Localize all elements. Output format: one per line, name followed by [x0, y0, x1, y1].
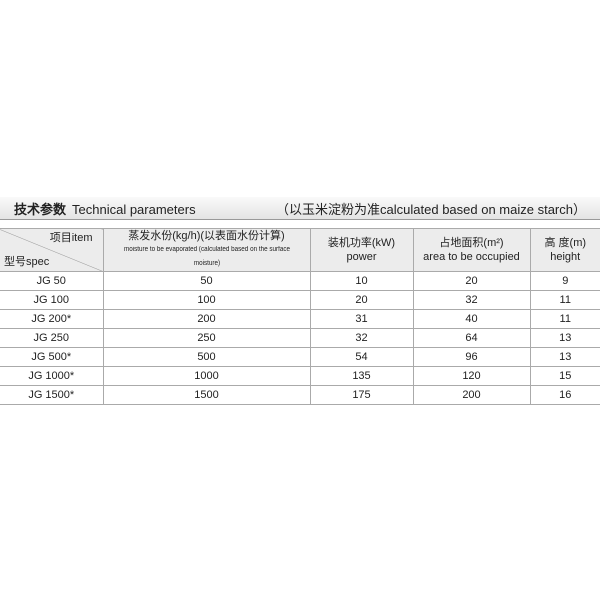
- table-row: JG 1500* 1500 175 200 16: [0, 385, 600, 405]
- table-cell: JG 1500*: [0, 385, 104, 405]
- table-cell: 135: [309, 366, 414, 386]
- table-cell: JG 1000*: [0, 366, 104, 386]
- table-cell: 96: [412, 347, 531, 367]
- section-note: （以玉米淀粉为准calculated based on maize starch…: [276, 201, 586, 217]
- table-cell: 100: [102, 290, 311, 310]
- section-title: 技术参数 Technical parameters: [14, 201, 196, 217]
- table-cell: 31: [309, 309, 414, 329]
- table-cell: 500: [102, 347, 311, 367]
- table-cell: 13: [529, 328, 600, 348]
- table-cell: JG 500*: [0, 347, 104, 367]
- table-cell: 54: [309, 347, 414, 367]
- table-cell: 16: [529, 385, 600, 405]
- table-cell: 40: [412, 309, 531, 329]
- table-cell: 15: [529, 366, 600, 386]
- table-cell: JG 200*: [0, 309, 104, 329]
- table-cell: 11: [529, 309, 600, 329]
- table-cell: 10: [309, 271, 414, 291]
- table-cell: 175: [309, 385, 414, 405]
- table-cell: 20: [412, 271, 531, 291]
- header-power: 装机功率(kW) power: [309, 228, 414, 272]
- table-cell: 11: [529, 290, 600, 310]
- table-cell: 32: [412, 290, 531, 310]
- table-cell: 13: [529, 347, 600, 367]
- table-row: JG 50 50 10 20 9: [0, 271, 600, 291]
- header-row: 项目item 型号spec 蒸发水份(kg/h)(以表面水份计算) moisture…: [0, 228, 600, 272]
- table-cell: 200: [412, 385, 531, 405]
- table-cell: 50: [102, 271, 311, 291]
- table-cell: 120: [412, 366, 531, 386]
- header-diagonal-cell: 项目item 型号spec: [0, 228, 104, 272]
- table-cell: 200: [102, 309, 311, 329]
- header-moisture: 蒸发水份(kg/h)(以表面水份计算) moisture to be evapor…: [102, 228, 311, 272]
- table-cell: 20: [309, 290, 414, 310]
- table-cell: 250: [102, 328, 311, 348]
- table-cell: 9: [529, 271, 600, 291]
- table-cell: JG 250: [0, 328, 104, 348]
- section-title-bar: 技术参数 Technical parameters （以玉米淀粉为准calcula…: [0, 197, 600, 220]
- table-cell: 1000: [102, 366, 311, 386]
- header-height: 高 度(m) height: [529, 228, 600, 272]
- header-area: 占地面积(m²) area to be occupied: [412, 228, 531, 272]
- table-row: JG 250 250 32 64 13: [0, 328, 600, 348]
- table-cell: JG 100: [0, 290, 104, 310]
- parameters-table: 项目item 型号spec 蒸发水份(kg/h)(以表面水份计算) moisture…: [0, 228, 600, 405]
- table-row: JG 1000* 1000 135 120 15: [0, 366, 600, 386]
- table-cell: 64: [412, 328, 531, 348]
- table-row: JG 500* 500 54 96 13: [0, 347, 600, 367]
- table-cell: 1500: [102, 385, 311, 405]
- table-cell: JG 50: [0, 271, 104, 291]
- table-row: JG 200* 200 31 40 11: [0, 309, 600, 329]
- table-row: JG 100 100 20 32 11: [0, 290, 600, 310]
- table-cell: 32: [309, 328, 414, 348]
